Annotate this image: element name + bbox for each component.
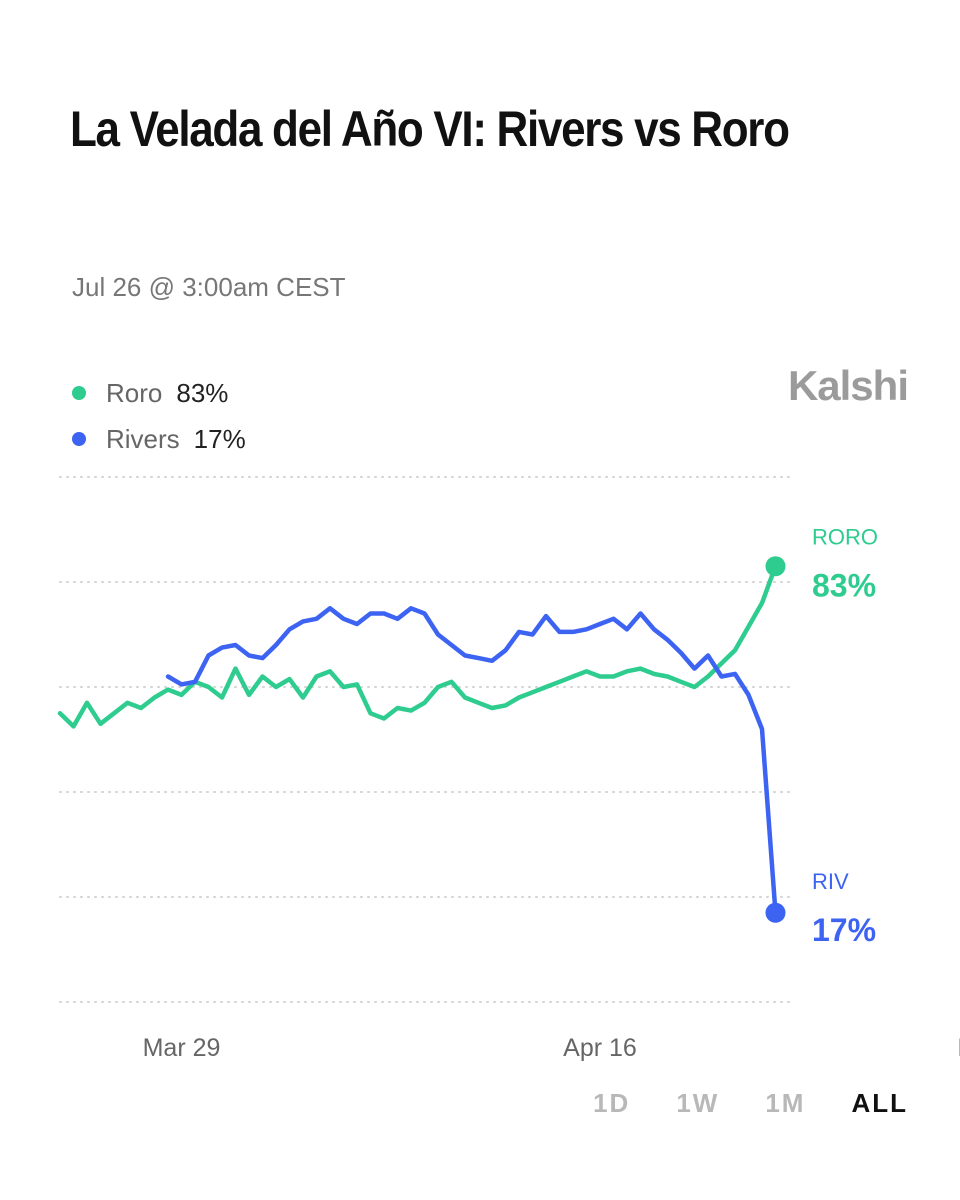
- legend-label: Rivers: [106, 423, 180, 454]
- range-all-button[interactable]: ALL: [851, 1088, 908, 1118]
- range-1m-button[interactable]: 1M: [765, 1088, 806, 1118]
- legend-value: 83%: [176, 377, 229, 408]
- series-line-rivers: [165, 606, 778, 916]
- x-tick-label: Mar 29: [143, 1034, 221, 1062]
- roro-dot-icon: [72, 386, 86, 400]
- endpoint-dot: [765, 902, 786, 923]
- rivers-dot-icon: [72, 432, 86, 446]
- kalshi-logo: Kalshi: [787, 362, 909, 409]
- legend-label: Roro: [106, 377, 163, 408]
- endpoint-code: RIV: [812, 869, 849, 894]
- legend-item-roro: Roro 83%: [72, 370, 246, 416]
- endpoint-code: RORO: [812, 524, 878, 549]
- endpoint-dot: [765, 556, 786, 577]
- x-tick-label: May 3: [957, 1034, 960, 1062]
- range-1d-button[interactable]: 1D: [593, 1088, 631, 1118]
- endpoint-value: 17%: [812, 912, 876, 948]
- legend-item-rivers: Rivers 17%: [72, 416, 246, 462]
- x-tick-label: Apr 16: [563, 1034, 637, 1062]
- series-line-roro: [57, 564, 778, 729]
- chart-legend: Roro 83% Rivers 17%: [72, 370, 246, 462]
- chart-lines: [57, 564, 778, 916]
- endpoint-value: 83%: [812, 567, 876, 603]
- chart-grid: [59, 476, 791, 1003]
- time-range-selector: 1D 1W 1M ALL: [593, 1088, 908, 1119]
- range-1w-button[interactable]: 1W: [676, 1088, 720, 1118]
- x-axis-ticks: Mar 29 Apr 16 May 3: [143, 1034, 960, 1062]
- event-datetime: Jul 26 @ 3:00am CEST: [72, 272, 346, 302]
- price-chart: RORO 83% RIV 17% Mar 29 Apr 16 May 3: [57, 476, 960, 1062]
- page-title: La Velada del Año VI: Rivers vs Roro: [70, 101, 790, 157]
- legend-value: 17%: [193, 423, 246, 454]
- chart-endpoints: RORO 83% RIV 17%: [765, 524, 878, 948]
